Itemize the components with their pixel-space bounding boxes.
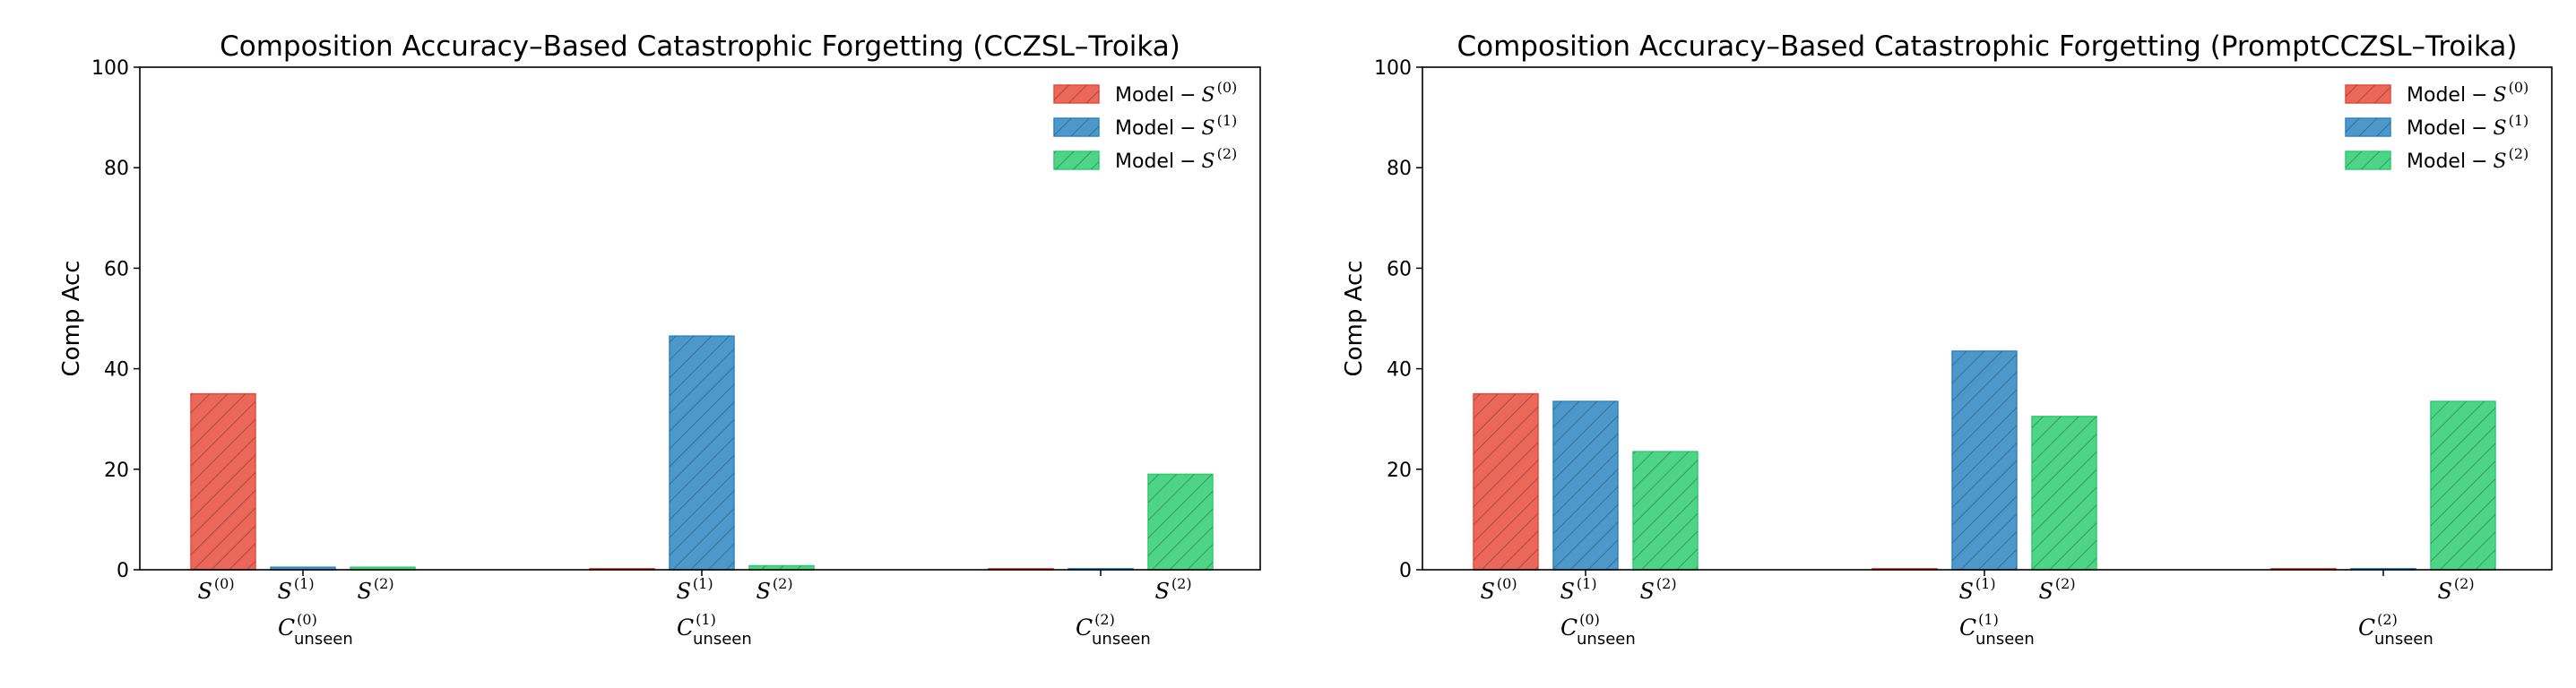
bar-hatch xyxy=(2431,401,2495,570)
y-tick-label: 0 xyxy=(1399,560,1412,582)
bar-hatch xyxy=(670,336,734,570)
y-tick-label: 20 xyxy=(1387,460,1412,482)
bar-label: S (2) xyxy=(2038,575,2075,604)
chart-title: Composition Accuracy–Based Catastrophic … xyxy=(220,30,1180,63)
bar-hatch xyxy=(2032,416,2096,570)
y-tick-label: 100 xyxy=(91,57,129,80)
legend-swatch-hatch xyxy=(1054,85,1099,103)
y-tick-label: 20 xyxy=(104,460,129,482)
bar-hatch xyxy=(191,393,255,570)
bar-hatch xyxy=(1633,452,1698,570)
y-tick-label: 80 xyxy=(104,158,129,180)
plot-frame xyxy=(139,66,1261,571)
bar-label: S (2) xyxy=(756,575,792,604)
y-tick-label: 100 xyxy=(1374,57,1412,80)
group-label: C (0) unseen xyxy=(278,611,353,649)
legend-swatch-hatch xyxy=(2346,151,2390,169)
bar-label: S (1) xyxy=(1560,575,1596,604)
bar-label: S (0) xyxy=(1480,575,1517,604)
bar-hatch xyxy=(1474,393,1538,570)
bar-hatch xyxy=(1553,401,1618,570)
chart-ccz-troika: Composition Accuracy–Based Catastrophic … xyxy=(58,30,1261,649)
y-tick-label: 40 xyxy=(1387,359,1412,382)
bar-label: S (1) xyxy=(1958,575,1995,604)
plot-frame xyxy=(1422,66,2553,571)
legend-swatch-hatch xyxy=(2346,85,2390,103)
group-label: C (1) unseen xyxy=(1959,611,2035,649)
legend-swatch-hatch xyxy=(1054,118,1099,136)
group-label: C (2) unseen xyxy=(2358,611,2433,649)
bar-label: S (2) xyxy=(2437,575,2474,604)
bar-label: S (0) xyxy=(197,575,234,604)
y-tick-label: 60 xyxy=(1387,258,1412,280)
chart-promptccz-troika: Composition Accuracy–Based Catastrophic … xyxy=(1341,30,2553,649)
legend-label: Model − S (0) xyxy=(2407,79,2528,107)
y-axis-label: Comp Acc xyxy=(58,260,85,376)
y-axis-label: Comp Acc xyxy=(1341,260,1368,376)
chart-title: Composition Accuracy–Based Catastrophic … xyxy=(1457,30,2517,63)
bar-label: S (1) xyxy=(676,575,713,604)
bar-hatch xyxy=(749,565,814,570)
bar-label: S (1) xyxy=(277,575,314,604)
bar-label: S (2) xyxy=(357,575,393,604)
bar-hatch xyxy=(1148,474,1213,570)
legend-swatch-hatch xyxy=(1054,151,1099,169)
y-tick-label: 40 xyxy=(104,359,129,382)
legend-swatch-hatch xyxy=(2346,118,2390,136)
bar-hatch xyxy=(1952,350,2017,570)
y-tick-label: 60 xyxy=(104,258,129,280)
legend-label: Model − S (2) xyxy=(2407,145,2528,173)
group-label: C (2) unseen xyxy=(1076,611,1151,649)
legend-label: Model − S (1) xyxy=(1115,112,1237,140)
y-tick-label: 80 xyxy=(1387,158,1412,180)
group-label: C (0) unseen xyxy=(1560,611,1636,649)
legend-label: Model − S (0) xyxy=(1115,79,1237,107)
legend-label: Model − S (1) xyxy=(2407,112,2528,140)
legend-label: Model − S (2) xyxy=(1115,145,1237,173)
bar-label: S (2) xyxy=(1154,575,1191,604)
group-label: C (1) unseen xyxy=(677,611,752,649)
y-tick-label: 0 xyxy=(117,560,129,582)
bar-label: S (2) xyxy=(1639,575,1676,604)
